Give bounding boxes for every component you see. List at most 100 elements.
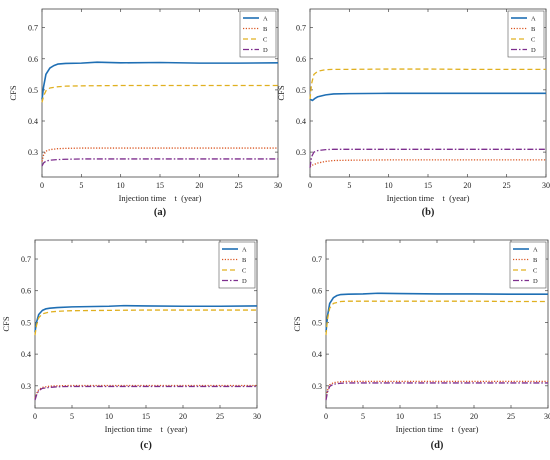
x-axis-label: Injection time t (year): [387, 193, 470, 203]
series-line-D: [309, 148, 546, 168]
y-tick-label: 0.4: [28, 117, 38, 126]
series-line-C: [34, 309, 257, 336]
legend-label-D: D: [533, 278, 538, 285]
legend-label-B: B: [242, 257, 247, 264]
x-tick-label: 20: [195, 181, 203, 190]
y-tick-label: 0.3: [312, 382, 322, 391]
y-tick-label: 0.6: [312, 287, 322, 296]
panel-label: (a): [154, 207, 167, 218]
legend-label-D: D: [531, 47, 536, 54]
series-line-C: [325, 300, 548, 336]
x-tick-label: 10: [105, 412, 113, 421]
legend-label-A: A: [531, 16, 536, 23]
x-tick-label: 25: [216, 412, 224, 421]
y-tick-label: 0.5: [312, 318, 322, 327]
y-tick-label: 0.7: [21, 255, 31, 264]
x-tick-label: 5: [347, 181, 351, 190]
x-tick-label: 15: [433, 412, 441, 421]
legend-label-B: B: [263, 26, 268, 33]
y-tick-label: 0.3: [28, 148, 38, 157]
series-line-C: [309, 68, 546, 100]
panel-label: (c): [140, 440, 152, 451]
y-axis-label: CFS: [292, 316, 302, 331]
x-tick-label: 15: [142, 412, 150, 421]
y-tick-label: 0.7: [312, 255, 322, 264]
legend-label-B: B: [531, 26, 536, 33]
series-line-A: [34, 304, 258, 333]
series-line-A: [309, 92, 546, 102]
series-line-B: [41, 147, 278, 162]
y-tick-label: 0.4: [21, 350, 31, 359]
x-axis-label: Injection time t (year): [105, 424, 188, 434]
legend-label-C: C: [263, 37, 267, 44]
x-tick-label: 5: [361, 412, 365, 421]
y-tick-label: 0.3: [296, 148, 306, 157]
y-tick-label: 0.5: [28, 86, 38, 95]
x-tick-label: 0: [308, 181, 312, 190]
series-line-D: [34, 385, 257, 401]
x-tick-label: 30: [274, 181, 282, 190]
series-line-B: [309, 159, 546, 168]
y-tick-label: 0.3: [21, 382, 31, 391]
y-axis-label: CFS: [8, 85, 18, 100]
x-tick-label: 0: [324, 412, 328, 421]
x-tick-label: 20: [470, 412, 478, 421]
y-axis-label: CFS: [276, 85, 286, 100]
x-tick-label: 10: [385, 181, 393, 190]
legend-label-C: C: [531, 37, 535, 44]
legend-label-D: D: [242, 278, 247, 285]
x-tick-label: 30: [542, 181, 550, 190]
y-tick-label: 0.7: [28, 24, 38, 33]
x-tick-label: 10: [396, 412, 404, 421]
y-tick-label: 0.5: [21, 318, 31, 327]
legend-label-A: A: [263, 16, 268, 23]
x-tick-label: 20: [179, 412, 187, 421]
chart-panel-a: 0 5 10 15 20 25 30 0.3 0.4 0.5 0.6 0.7 Injection tim…: [8, 8, 282, 218]
x-tick-label: 15: [156, 181, 164, 190]
y-tick-label: 0.7: [296, 24, 306, 33]
y-tick-label: 0.6: [21, 287, 31, 296]
x-tick-label: 25: [235, 181, 243, 190]
y-tick-label: 0.4: [296, 117, 306, 126]
x-axis-label: Injection time t (year): [119, 193, 202, 203]
panel-label: (b): [422, 207, 435, 218]
series-line-D: [325, 382, 548, 401]
y-tick-label: 0.4: [312, 350, 322, 359]
legend-label-C: C: [533, 268, 537, 275]
legend-label-C: C: [242, 268, 246, 275]
x-tick-label: 0: [33, 412, 37, 421]
series-line-D: [41, 158, 278, 167]
series-line-A: [325, 292, 548, 332]
legend-label-D: D: [263, 47, 268, 54]
chart-panel-d: 0 5 10 15 20 25 30 0.3 0.4 0.5 0.6 0.7 Injection tim…: [292, 239, 550, 451]
x-tick-label: 30: [544, 412, 550, 421]
y-tick-label: 0.6: [296, 55, 306, 64]
x-tick-label: 15: [424, 181, 432, 190]
panel-label: (d): [431, 440, 444, 451]
x-tick-label: 10: [117, 181, 125, 190]
x-tick-label: 0: [40, 181, 44, 190]
x-tick-label: 5: [70, 412, 74, 421]
x-tick-label: 5: [79, 181, 83, 190]
series-line-A: [41, 61, 279, 100]
x-tick-label: 30: [253, 412, 261, 421]
y-tick-label: 0.5: [296, 86, 306, 95]
series-line-C: [41, 84, 278, 103]
y-axis-label: CFS: [1, 316, 11, 331]
x-axis-label: Injection time t (year): [396, 424, 479, 434]
chart-panel-c: 0 5 10 15 20 25 30 0.3 0.4 0.5 0.6 0.7 Injection tim…: [1, 239, 261, 451]
y-tick-label: 0.6: [28, 55, 38, 64]
series-line-B: [34, 384, 257, 399]
legend-label-A: A: [242, 247, 247, 254]
series-line-B: [325, 380, 548, 399]
x-tick-label: 25: [503, 181, 511, 190]
legend-label-A: A: [533, 247, 538, 254]
legend-label-B: B: [533, 257, 538, 264]
chart-panel-b: 0 5 10 15 20 25 30 0.3 0.4 0.5 0.6 0.7 Injection tim…: [276, 8, 550, 218]
x-tick-label: 25: [507, 412, 515, 421]
x-tick-label: 20: [463, 181, 471, 190]
